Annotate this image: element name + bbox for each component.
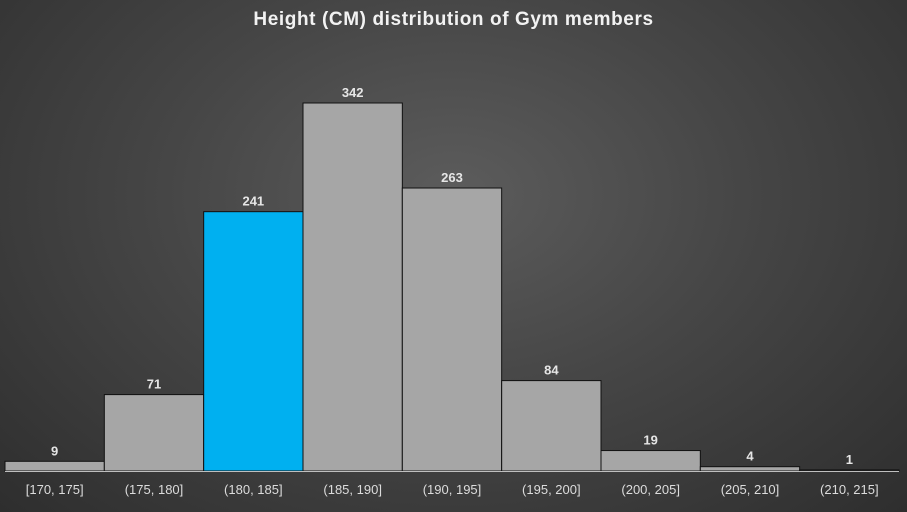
data-label-4: 263 <box>441 170 463 185</box>
x-tick-label-8: (210, 215] <box>820 482 879 497</box>
bar-5 <box>501 380 602 472</box>
bar-3 <box>302 102 403 472</box>
data-label-3: 342 <box>342 85 364 100</box>
bar-8 <box>799 469 900 472</box>
data-label-7: 4 <box>746 449 754 464</box>
data-label-8: 1 <box>846 452 853 467</box>
data-label-5: 84 <box>544 363 559 378</box>
data-label-2: 241 <box>242 194 264 209</box>
x-tick-label-3: (185, 190] <box>323 482 382 497</box>
x-tick-label-5: (195, 200] <box>522 482 581 497</box>
x-tick-label-4: (190, 195] <box>423 482 482 497</box>
bar-7 <box>699 466 801 472</box>
bar-4 <box>401 187 503 472</box>
bar-0 <box>4 460 105 472</box>
data-label-1: 71 <box>147 377 161 392</box>
x-tick-label-7: (205, 210] <box>721 482 780 497</box>
bar-2 <box>203 211 304 472</box>
data-labels-layer: 9 71 241 342 263 84 19 4 1 <box>51 85 853 467</box>
bar-1 <box>103 394 205 472</box>
x-tick-label-1: (175, 180] <box>125 482 184 497</box>
x-tick-labels: [170, 175] (175, 180] (180, 185] (185, 190]… <box>26 482 879 497</box>
data-label-6: 19 <box>643 433 657 448</box>
bar-6 <box>600 450 701 472</box>
chart-title: Height (CM) distribution of Gym members <box>253 9 654 30</box>
bars-layer <box>4 102 900 472</box>
x-tick-label-6: (200, 205] <box>621 482 680 497</box>
x-tick-label-0: [170, 175] <box>26 482 84 497</box>
data-label-0: 9 <box>51 443 58 458</box>
x-tick-label-2: (180, 185] <box>224 482 283 497</box>
